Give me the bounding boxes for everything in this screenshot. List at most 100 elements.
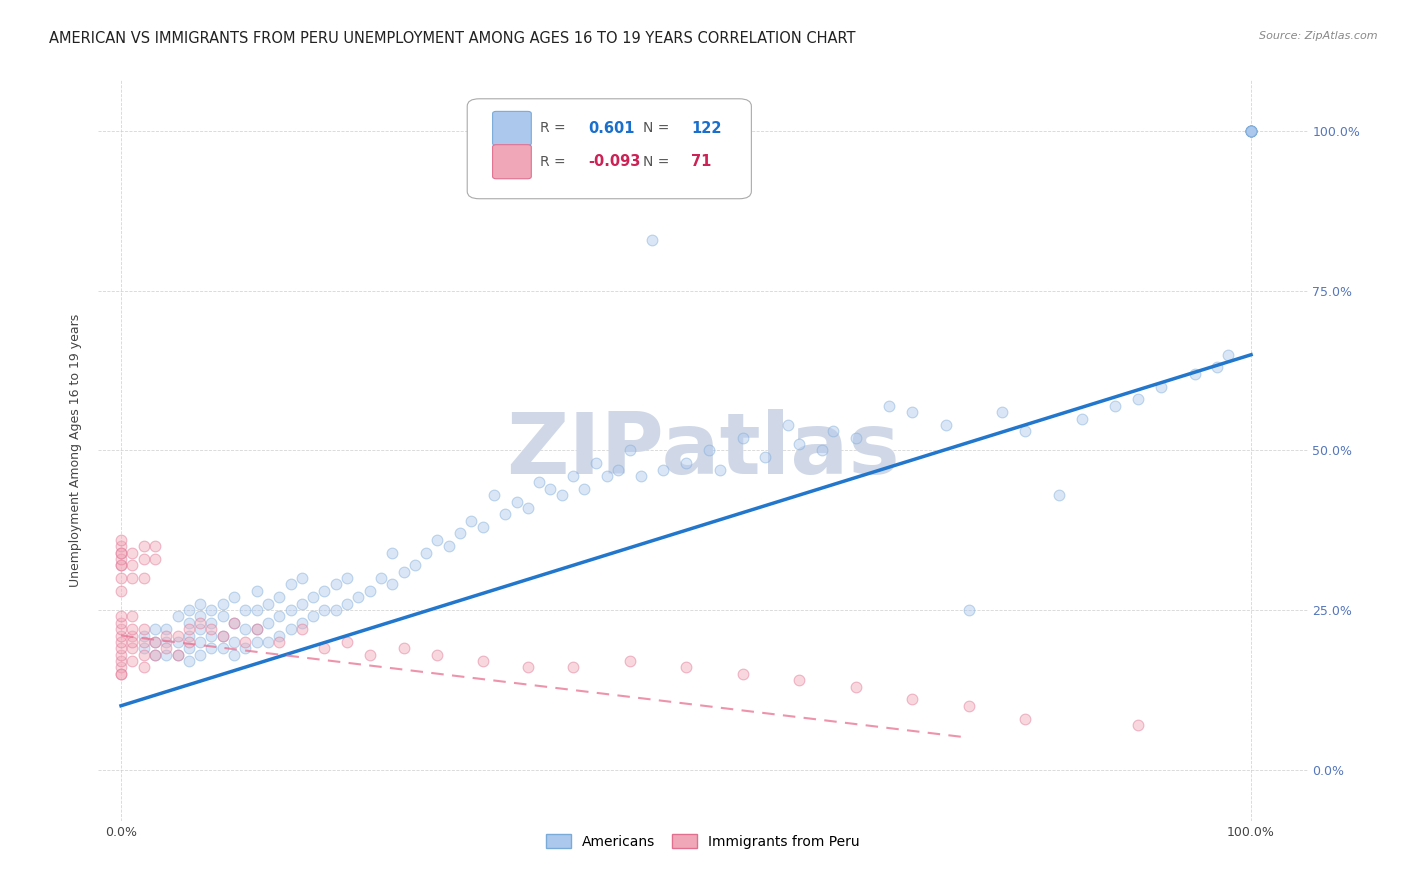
Point [110,558,132,573]
Point [1240,124,1263,138]
Point [1240,124,1263,138]
Point [538,482,561,496]
Point [110,609,132,624]
Point [585,456,607,470]
Point [776,417,799,432]
Point [188,609,211,624]
Point [675,456,697,470]
Point [291,597,314,611]
Point [110,533,132,547]
Point [1104,399,1126,413]
Point [1240,124,1263,138]
Point [505,494,527,508]
Point [110,583,132,598]
Point [426,648,449,662]
Point [200,622,222,636]
Point [731,431,754,445]
Point [166,629,188,643]
Point [121,629,143,643]
Point [257,615,280,630]
Point [1240,124,1263,138]
Y-axis label: Unemployment Among Ages 16 to 19 years: Unemployment Among Ages 16 to 19 years [69,314,83,587]
Point [121,558,143,573]
Point [957,698,980,713]
Point [381,545,404,559]
Point [359,648,381,662]
Text: 0.601: 0.601 [588,121,634,136]
Point [177,654,200,668]
Point [110,654,132,668]
Point [200,603,222,617]
Point [132,622,155,636]
Point [132,539,155,553]
Legend: Americans, Immigrants from Peru: Americans, Immigrants from Peru [540,829,866,855]
Point [291,571,314,585]
Point [177,603,200,617]
Point [222,615,245,630]
Point [143,648,166,662]
Point [619,443,641,458]
Point [957,603,980,617]
Text: 122: 122 [690,121,721,136]
Point [110,545,132,559]
Point [121,571,143,585]
FancyBboxPatch shape [492,145,531,178]
Point [471,520,494,534]
Point [257,597,280,611]
Point [652,462,675,476]
Point [132,648,155,662]
Point [607,462,630,476]
Point [166,648,188,662]
Point [641,233,664,247]
Point [269,635,291,649]
Point [110,666,132,681]
Point [516,500,538,515]
Point [1126,392,1149,407]
Point [211,597,233,611]
Point [1150,379,1173,393]
Point [471,654,494,668]
Point [222,591,245,605]
Text: AMERICAN VS IMMIGRANTS FROM PERU UNEMPLOYMENT AMONG AGES 16 TO 19 YEARS CORRELAT: AMERICAN VS IMMIGRANTS FROM PERU UNEMPLO… [49,31,856,46]
Point [562,660,585,674]
Point [370,571,392,585]
Point [110,539,132,553]
Point [200,629,222,643]
Point [269,629,291,643]
Point [482,488,505,502]
FancyBboxPatch shape [492,112,531,145]
Point [121,609,143,624]
Point [233,641,256,656]
Point [110,641,132,656]
Point [845,431,868,445]
Point [527,475,550,490]
Point [731,666,754,681]
Point [143,635,166,649]
Point [516,660,538,674]
Point [211,629,233,643]
Point [901,692,924,706]
Text: -0.093: -0.093 [588,154,641,169]
Point [449,526,471,541]
Point [132,641,155,656]
Point [246,622,269,636]
Text: 71: 71 [690,154,711,169]
Point [821,425,844,439]
Point [1014,712,1036,726]
Point [257,635,280,649]
Point [211,609,233,624]
Point [188,648,211,662]
Point [787,437,810,451]
Point [302,591,325,605]
Point [200,615,222,630]
Point [110,666,132,681]
Point [155,635,177,649]
Point [177,635,200,649]
Point [697,443,720,458]
Text: Source: ZipAtlas.com: Source: ZipAtlas.com [1260,31,1378,41]
Point [132,635,155,649]
Point [177,622,200,636]
Point [1070,411,1092,425]
FancyBboxPatch shape [467,99,751,199]
Point [110,558,132,573]
